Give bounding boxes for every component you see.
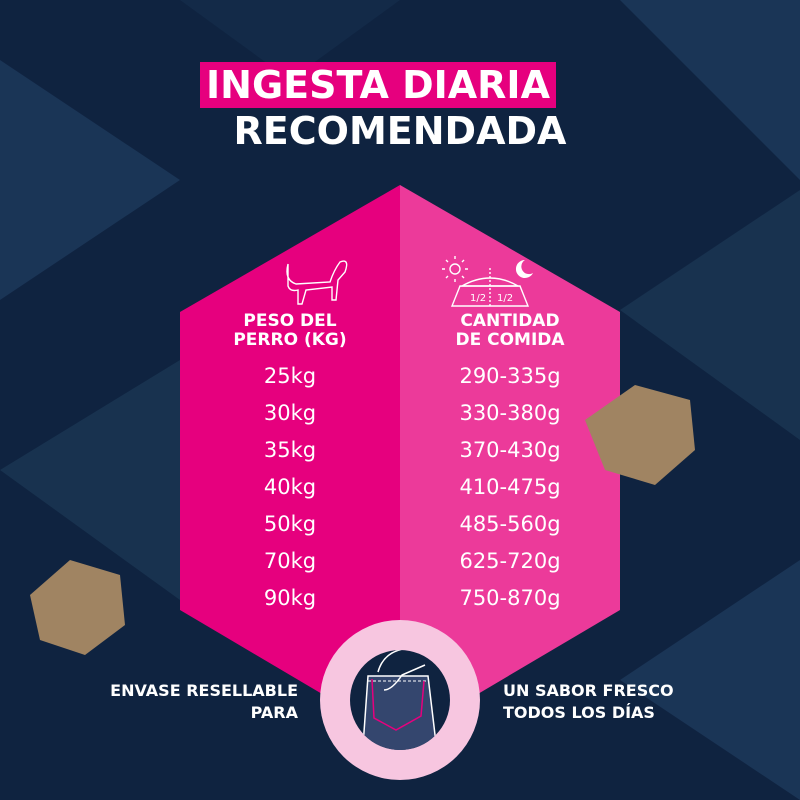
amount-column: CANTIDAD DE COMIDA 290-335g 330-380g 370… (400, 312, 620, 617)
weight-cell: 35kg (263, 438, 317, 462)
dog-icon (286, 260, 348, 305)
amount-cell: 330-380g (459, 401, 561, 425)
weight-cell: 25kg (263, 364, 317, 388)
weight-cell: 90kg (263, 586, 317, 610)
hexagon-right-half (400, 185, 620, 740)
food-bowl-icon (450, 268, 530, 307)
bowl-label-left: 1/2 (470, 293, 486, 304)
amount-cell: 290-335g (459, 364, 561, 388)
title-line-2: RECOMENDADA (233, 109, 567, 153)
resealable-bag-icon (361, 650, 439, 750)
amount-cell: 485-560g (459, 512, 561, 536)
weight-cell: 50kg (263, 512, 317, 536)
weight-cell: 30kg (263, 401, 317, 425)
amount-cell: 370-430g (459, 438, 561, 462)
sun-icon (442, 256, 468, 282)
weight-cell: 70kg (263, 549, 317, 573)
amount-cell: 750-870g (459, 586, 561, 610)
feature-line: ENVASE RESELLABLE (110, 681, 298, 700)
feature-text-left: ENVASE RESELLABLE PARA (110, 680, 298, 724)
hexagon-left-half (180, 185, 400, 740)
amount-header-line: DE COMIDA (455, 330, 565, 350)
feature-line: UN SABOR FRESCO (503, 681, 674, 700)
amount-header-line: CANTIDAD (460, 311, 560, 331)
amount-cell: 625-720g (459, 549, 561, 573)
bowl-label-right: 1/2 (497, 293, 513, 304)
kibble-image (30, 560, 125, 655)
feature-line: PARA (250, 703, 298, 722)
feature-line: TODOS LOS DÍAS (503, 703, 655, 722)
weight-header-line: PERRO (KG) (233, 330, 347, 350)
weight-column: PESO DEL PERRO (KG) 25kg 30kg 35kg 40kg … (180, 312, 400, 617)
weight-header: PESO DEL PERRO (KG) (180, 312, 400, 350)
title-line-1: INGESTA DIARIA (200, 62, 556, 108)
moon-icon (515, 259, 533, 278)
weight-cell: 40kg (263, 475, 317, 499)
feature-text-right: UN SABOR FRESCO TODOS LOS DÍAS (503, 680, 674, 724)
amount-cell: 410-475g (459, 475, 561, 499)
weight-header-line: PESO DEL (243, 311, 337, 331)
amount-header: CANTIDAD DE COMIDA (400, 312, 620, 350)
kibble-image (585, 385, 695, 485)
